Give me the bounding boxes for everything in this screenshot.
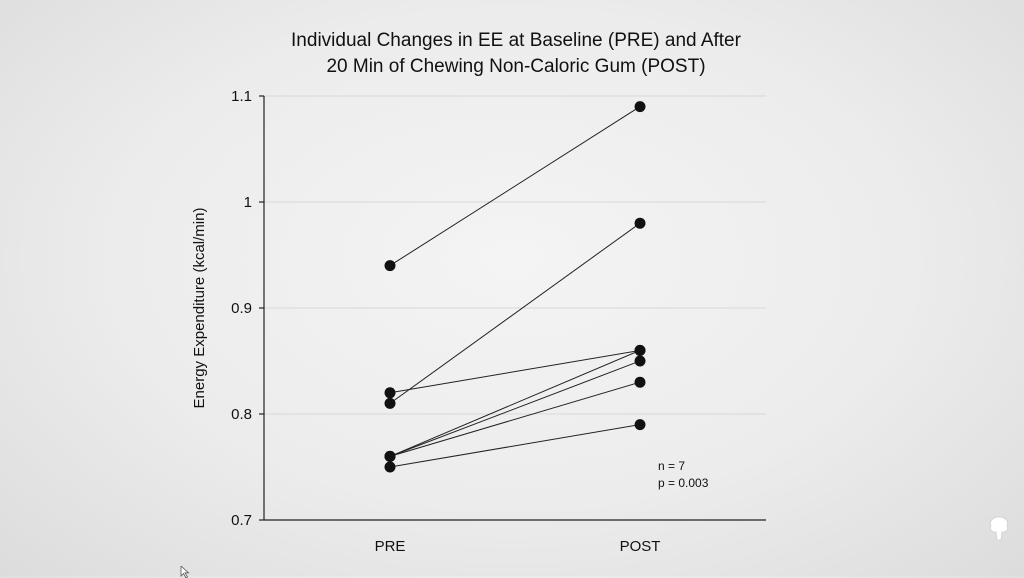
series-line xyxy=(389,360,641,457)
y-tick-label: 0.7 xyxy=(231,512,252,529)
data-point-post xyxy=(634,376,646,388)
mouse-cursor-icon xyxy=(180,566,190,578)
series-subject-2 xyxy=(384,217,646,409)
chart-title: Individual Changes in EE at Baseline (PR… xyxy=(291,30,742,77)
y-tick-label: 1 xyxy=(244,194,252,211)
data-series xyxy=(384,101,646,473)
data-point-post xyxy=(634,344,646,356)
annotation-n: n = 7 xyxy=(658,459,685,473)
series-line xyxy=(389,222,641,404)
x-tick-labels: PRE POST xyxy=(375,538,661,555)
annotation-p: p = 0.003 xyxy=(658,476,709,490)
series-subject-6 xyxy=(384,376,646,462)
data-point-post xyxy=(634,101,646,113)
chart-title-line-2: 20 Min of Chewing Non-Caloric Gum (POST) xyxy=(326,56,705,77)
series-line xyxy=(389,424,641,468)
series-subject-7 xyxy=(384,419,646,473)
data-point-post xyxy=(634,217,646,229)
y-tick-label: 1.1 xyxy=(231,88,252,105)
data-point-post xyxy=(634,419,646,431)
series-subject-1 xyxy=(384,101,646,272)
y-tick-label: 0.9 xyxy=(231,300,252,317)
data-point-pre xyxy=(384,450,396,462)
data-point-pre xyxy=(384,461,396,473)
player-logo-icon[interactable] xyxy=(988,516,1010,542)
data-point-pre xyxy=(384,260,396,272)
chart-title-line-1: Individual Changes in EE at Baseline (PR… xyxy=(291,30,742,51)
series-line xyxy=(389,106,641,267)
gridlines xyxy=(264,95,766,415)
data-point-pre xyxy=(384,397,396,409)
y-tick-labels: 0.7 0.8 0.9 1 1.1 xyxy=(231,88,264,529)
series-subject-4 xyxy=(384,344,646,462)
data-point-pre xyxy=(384,387,396,399)
y-axis-label: Energy Expenditure (kcal/min) xyxy=(191,208,208,409)
series-line xyxy=(389,349,641,457)
data-point-post xyxy=(634,355,646,367)
x-tick-label-pre: PRE xyxy=(375,538,406,555)
x-tick-label-post: POST xyxy=(620,538,661,555)
series-line xyxy=(389,349,641,394)
y-tick-label: 0.8 xyxy=(231,406,252,423)
series-subject-3 xyxy=(384,344,646,399)
annotations: n = 7 p = 0.003 xyxy=(658,459,709,490)
series-line xyxy=(389,381,641,457)
